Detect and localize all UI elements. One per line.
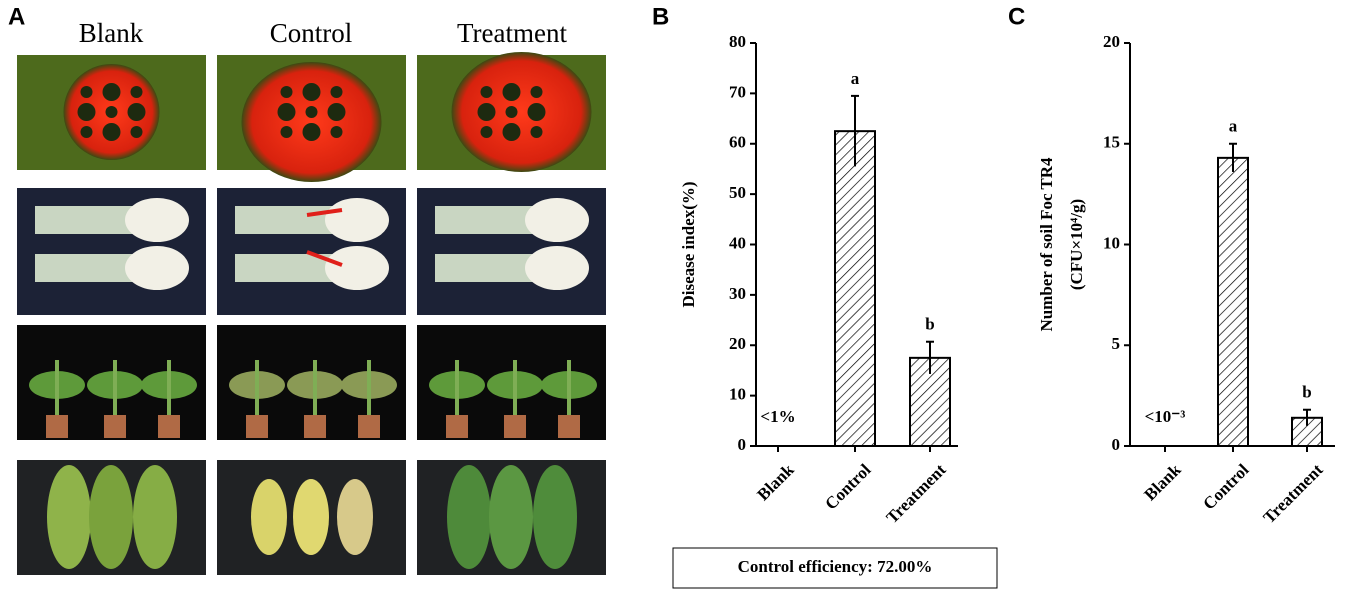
y-tick-label: 20 bbox=[729, 334, 746, 353]
leaf bbox=[47, 465, 91, 569]
photo-detail bbox=[277, 103, 296, 121]
y-tick-label: 15 bbox=[1103, 133, 1120, 152]
photo-detail bbox=[102, 83, 121, 101]
y-tick-label: 20 bbox=[1103, 32, 1120, 51]
panel-label: B bbox=[652, 3, 669, 30]
pot bbox=[104, 415, 126, 438]
leaf bbox=[89, 465, 133, 569]
annotation: a bbox=[851, 69, 860, 88]
pot bbox=[246, 415, 268, 438]
photo-detail bbox=[502, 83, 521, 101]
column-label: Control bbox=[270, 18, 353, 48]
photo-detail bbox=[302, 83, 321, 101]
bar bbox=[1217, 156, 1249, 447]
leaf bbox=[293, 479, 329, 555]
pot bbox=[46, 415, 68, 438]
photo-detail bbox=[305, 106, 318, 118]
photo-detail bbox=[330, 126, 343, 138]
photo-detail bbox=[280, 126, 293, 138]
panel-label: A bbox=[8, 3, 25, 30]
pot bbox=[504, 415, 526, 438]
x-tick-label: Blank bbox=[1140, 460, 1185, 505]
photo-detail bbox=[502, 123, 521, 141]
y-tick-label: 60 bbox=[729, 133, 746, 152]
y-tick-label: 10 bbox=[729, 385, 746, 404]
y-tick-label: 0 bbox=[1112, 435, 1121, 454]
y-tick-label: 70 bbox=[729, 82, 746, 101]
photo-detail bbox=[480, 126, 493, 138]
photo-detail bbox=[525, 246, 589, 290]
x-tick-label: Treatment bbox=[883, 460, 950, 527]
photo-detail bbox=[530, 126, 543, 138]
footnote-box bbox=[672, 547, 998, 589]
x-tick-label: Control bbox=[821, 460, 874, 513]
photo-detail bbox=[125, 246, 189, 290]
photo-detail bbox=[527, 103, 546, 121]
annotation: a bbox=[1229, 117, 1238, 136]
photo-detail bbox=[480, 86, 493, 98]
y-axis-label: Disease index(%) bbox=[679, 181, 698, 307]
annotation: b bbox=[1302, 383, 1311, 402]
annotation: b bbox=[925, 315, 934, 334]
leaf bbox=[533, 465, 577, 569]
photo-detail bbox=[530, 86, 543, 98]
photo-detail bbox=[451, 52, 592, 172]
photo-detail bbox=[327, 103, 346, 121]
footnote: Control efficiency: 72.00% bbox=[738, 557, 933, 576]
photo-detail bbox=[130, 86, 143, 98]
panel-label: C bbox=[1008, 3, 1025, 30]
y-tick-label: 50 bbox=[729, 183, 746, 202]
photo-detail bbox=[241, 62, 382, 182]
photo-grid bbox=[17, 52, 606, 575]
leaf bbox=[447, 465, 491, 569]
photo-detail bbox=[102, 123, 121, 141]
pot bbox=[158, 415, 180, 438]
photo-detail bbox=[505, 106, 518, 118]
photo-detail bbox=[525, 198, 589, 242]
photo-detail bbox=[280, 86, 293, 98]
y-tick-label: 80 bbox=[729, 32, 746, 51]
pot bbox=[446, 415, 468, 438]
photo-detail bbox=[302, 123, 321, 141]
y-tick-label: 40 bbox=[729, 233, 746, 252]
annotation: <10⁻³ bbox=[1145, 407, 1186, 426]
x-tick-label: Control bbox=[1199, 460, 1252, 513]
column-label: Treatment bbox=[457, 18, 567, 48]
bar bbox=[834, 130, 876, 447]
y-axis-label: (CFU×10⁴/g) bbox=[1067, 199, 1086, 290]
photo-detail bbox=[127, 103, 146, 121]
x-tick-label: Treatment bbox=[1260, 460, 1327, 527]
photo-detail bbox=[330, 86, 343, 98]
leaf bbox=[337, 479, 373, 555]
leaf bbox=[251, 479, 287, 555]
pot bbox=[358, 415, 380, 438]
column-label: Blank bbox=[79, 18, 144, 48]
photo-detail bbox=[77, 103, 96, 121]
photo-detail bbox=[125, 198, 189, 242]
photo-detail bbox=[130, 126, 143, 138]
y-axis-label: Number of soil Foc TR4 bbox=[1037, 157, 1056, 332]
y-tick-label: 0 bbox=[738, 435, 747, 454]
photo-detail bbox=[325, 246, 389, 290]
photo-detail bbox=[325, 198, 389, 242]
leaf bbox=[489, 465, 533, 569]
arrow bbox=[306, 250, 343, 267]
pot bbox=[304, 415, 326, 438]
y-tick-label: 5 bbox=[1112, 334, 1121, 353]
photo-detail bbox=[80, 126, 93, 138]
photo-detail bbox=[80, 86, 93, 98]
y-tick-label: 30 bbox=[729, 284, 746, 303]
annotation: <1% bbox=[760, 407, 795, 426]
photo-detail bbox=[477, 103, 496, 121]
y-tick-label: 10 bbox=[1103, 233, 1120, 252]
pot bbox=[558, 415, 580, 438]
arrow bbox=[306, 208, 343, 217]
x-tick-label: Blank bbox=[753, 460, 798, 505]
leaf bbox=[133, 465, 177, 569]
photo-detail bbox=[105, 106, 118, 118]
